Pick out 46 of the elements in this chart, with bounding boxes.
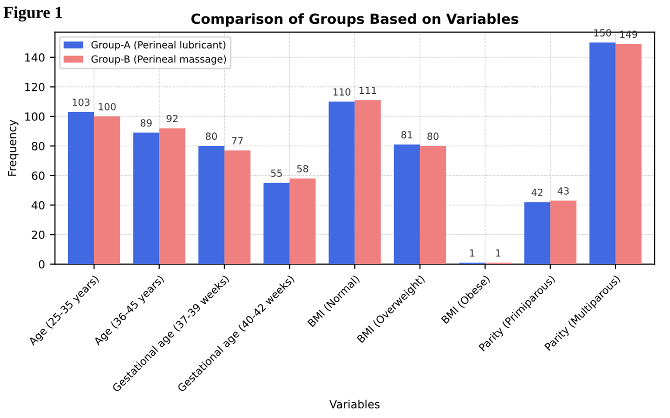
bar: [198, 146, 224, 264]
bar: [615, 44, 642, 264]
data-label: 81: [401, 131, 412, 138]
data-label: 43: [558, 187, 569, 195]
data-label: 55: [271, 170, 282, 177]
data-label: 42: [532, 188, 542, 196]
y-tick-label: 100: [25, 112, 44, 121]
x-axis-title: Variables: [329, 400, 380, 408]
y-tick-label: 80: [32, 142, 44, 150]
data-label: 80: [206, 132, 217, 140]
data-label: 77: [232, 137, 243, 144]
data-label: 1: [496, 249, 500, 257]
data-label: 100: [98, 103, 116, 110]
bar: [524, 202, 550, 264]
bar: [394, 144, 420, 264]
bar: [589, 42, 616, 264]
bar: [224, 150, 250, 264]
data-label: 111: [360, 86, 376, 94]
bar: [133, 132, 160, 264]
data-label: 58: [297, 165, 308, 172]
data-label: 1: [470, 249, 474, 257]
bar: [328, 102, 355, 264]
data-label: 80: [427, 132, 439, 140]
bar: [94, 116, 120, 264]
y-tick-label: 40: [32, 201, 44, 210]
y-tick-label: 60: [32, 171, 44, 180]
y-tick-label: 20: [32, 230, 44, 239]
bar: [159, 128, 186, 264]
bar: [290, 178, 316, 264]
caption: Figure 1: [4, 6, 62, 22]
data-label: 103: [72, 98, 90, 106]
chart-title: Comparison of Groups Based on Variables: [191, 13, 518, 27]
y-axis-title: Frequency: [8, 120, 18, 176]
bar: [68, 112, 94, 264]
bar: [550, 200, 576, 264]
y-tick-label: 0: [38, 260, 44, 269]
data-label: 92: [166, 114, 178, 122]
data-label: 110: [334, 88, 350, 96]
legend-label: Group-B (Perineal massage): [91, 55, 226, 65]
bar: [354, 100, 381, 264]
data-label: 89: [140, 119, 152, 127]
bar: [264, 182, 290, 264]
y-tick-label: 120: [25, 82, 44, 92]
bar: [420, 146, 446, 264]
y-tick-label: 140: [25, 53, 44, 62]
legend-label: Group-A (Perineal lubricant): [91, 40, 226, 50]
